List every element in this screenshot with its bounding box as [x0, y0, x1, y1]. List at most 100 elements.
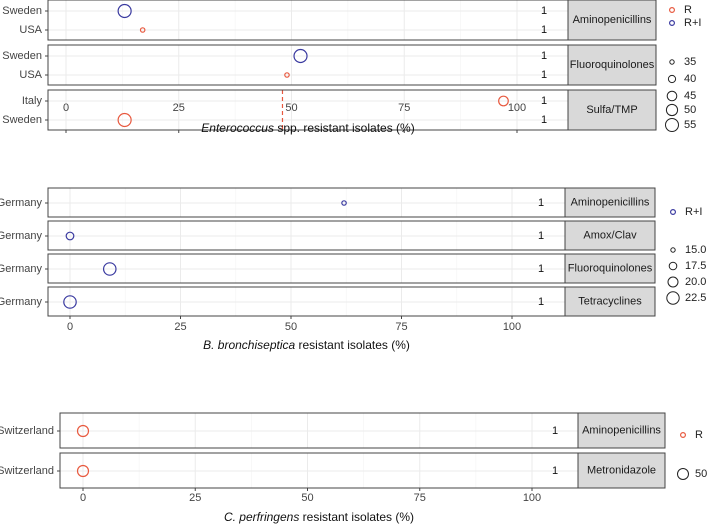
x-axis-title-species: Enterococcus: [201, 121, 274, 135]
y-tick-label: Switzerland: [0, 425, 54, 437]
legend-size-label: 17.5: [685, 260, 706, 272]
x-tick-label: 25: [189, 492, 201, 504]
y-tick-label: Switzerland: [0, 465, 54, 477]
data-point: [102, 262, 117, 276]
count-label: 1: [541, 5, 547, 17]
legend-size-label: 15.0: [685, 244, 706, 256]
x-axis-title: Enterococcus spp. resistant isolates (%): [201, 121, 414, 135]
count-label: 1: [552, 425, 558, 437]
data-point: [117, 112, 132, 128]
legend-size-key: [669, 59, 675, 65]
data-point: [498, 95, 509, 107]
facet-strip: [567, 44, 657, 86]
legend-series-key: [679, 432, 686, 439]
legend-series-key: [668, 20, 675, 27]
x-axis-title-rest: spp. resistant isolates (%): [274, 121, 415, 135]
data-point: [117, 3, 132, 19]
panel-background: [48, 45, 568, 85]
x-axis-title-species: C. perfringens: [224, 510, 299, 524]
facet-label: Amox/Clav: [583, 229, 637, 241]
x-tick-label: 0: [80, 492, 86, 504]
y-tick-label: Sweden: [2, 5, 42, 17]
x-axis-title-rest: resistant isolates (%): [295, 338, 410, 352]
y-tick-label: Germany: [0, 197, 42, 209]
data-point: [284, 72, 290, 78]
legend-size-label: 40: [684, 73, 696, 85]
legend-size-key: [666, 291, 680, 305]
legend-size-key: [666, 90, 678, 102]
y-tick-label: Sweden: [2, 50, 42, 62]
facet-strip: [564, 220, 656, 251]
data-point: [293, 48, 308, 64]
facet-label: Tetracyclines: [578, 295, 642, 307]
facet-strip: [567, 89, 657, 131]
y-tick-label: Sweden: [2, 114, 42, 126]
legend-size-label: 20.0: [685, 276, 706, 288]
count-label: 1: [541, 114, 547, 126]
count-label: 1: [538, 296, 544, 308]
legend-size-key: [677, 468, 689, 480]
legend-series-key: [669, 209, 676, 216]
facet-strip: [564, 286, 656, 317]
legend-size-key: [667, 276, 679, 288]
x-tick-label: 50: [285, 321, 297, 333]
legend-size-key: [665, 118, 679, 132]
count-label: 1: [541, 50, 547, 62]
facet-label: Metronidazole: [587, 464, 656, 476]
legend-series-label: R+I: [685, 206, 702, 218]
legend-size-key: [670, 247, 676, 253]
facet-label: Aminopenicillins: [582, 424, 661, 436]
y-tick-label: Germany: [0, 296, 42, 308]
count-label: 1: [538, 263, 544, 275]
x-tick-label: 100: [503, 321, 521, 333]
panel-background: [48, 90, 568, 130]
count-label: 1: [541, 69, 547, 81]
legend-size-label: 35: [684, 56, 696, 68]
x-axis-title: B. bronchiseptica resistant isolates (%): [203, 338, 410, 352]
count-label: 1: [538, 230, 544, 242]
legend-size-label: 22.5: [685, 292, 706, 304]
legend-series-key: [668, 6, 675, 14]
facet-strip: [567, 0, 657, 41]
legend-series-label: R: [695, 429, 703, 441]
data-point: [341, 200, 347, 206]
panel-background: [48, 0, 568, 40]
facet-strip: [577, 412, 666, 449]
facet-label: Fluoroquinolones: [568, 262, 653, 274]
facet-label: Aminopenicillins: [573, 14, 652, 26]
facet-label: Aminopenicillins: [571, 196, 650, 208]
y-tick-label: Germany: [0, 230, 42, 242]
legend-size-key: [667, 74, 677, 84]
y-tick-label: Italy: [22, 95, 43, 107]
x-tick-label: 0: [67, 321, 73, 333]
x-tick-label: 75: [398, 102, 410, 114]
x-tick-label: 25: [174, 321, 186, 333]
x-tick-label: 100: [523, 492, 541, 504]
data-point: [63, 295, 77, 309]
count-label: 1: [538, 197, 544, 209]
legend-size-key: [668, 261, 678, 271]
y-tick-label: USA: [19, 24, 42, 36]
facet-strip: [577, 452, 666, 489]
x-axis-title-rest: resistant isolates (%): [299, 510, 414, 524]
legend-size-key: [665, 103, 679, 117]
facet-strip: [564, 253, 656, 284]
data-point: [76, 424, 90, 438]
count-label: 1: [541, 95, 547, 107]
x-tick-label: 75: [395, 321, 407, 333]
x-tick-label: 50: [301, 492, 313, 504]
facet-strip: [564, 187, 656, 218]
y-tick-label: Germany: [0, 263, 42, 275]
facet-label: Sulfa/TMP: [586, 104, 637, 116]
x-tick-label: 50: [285, 102, 297, 114]
facet-label: Fluoroquinolones: [570, 59, 655, 71]
count-label: 1: [541, 24, 547, 36]
legend-size-label: 55: [684, 119, 696, 131]
legend-series-label: R+I: [684, 17, 701, 29]
x-tick-label: 0: [63, 102, 69, 114]
count-label: 1: [552, 465, 558, 477]
data-point: [65, 231, 75, 241]
data-point: [139, 27, 146, 33]
x-axis-title: C. perfringens resistant isolates (%): [224, 510, 414, 524]
